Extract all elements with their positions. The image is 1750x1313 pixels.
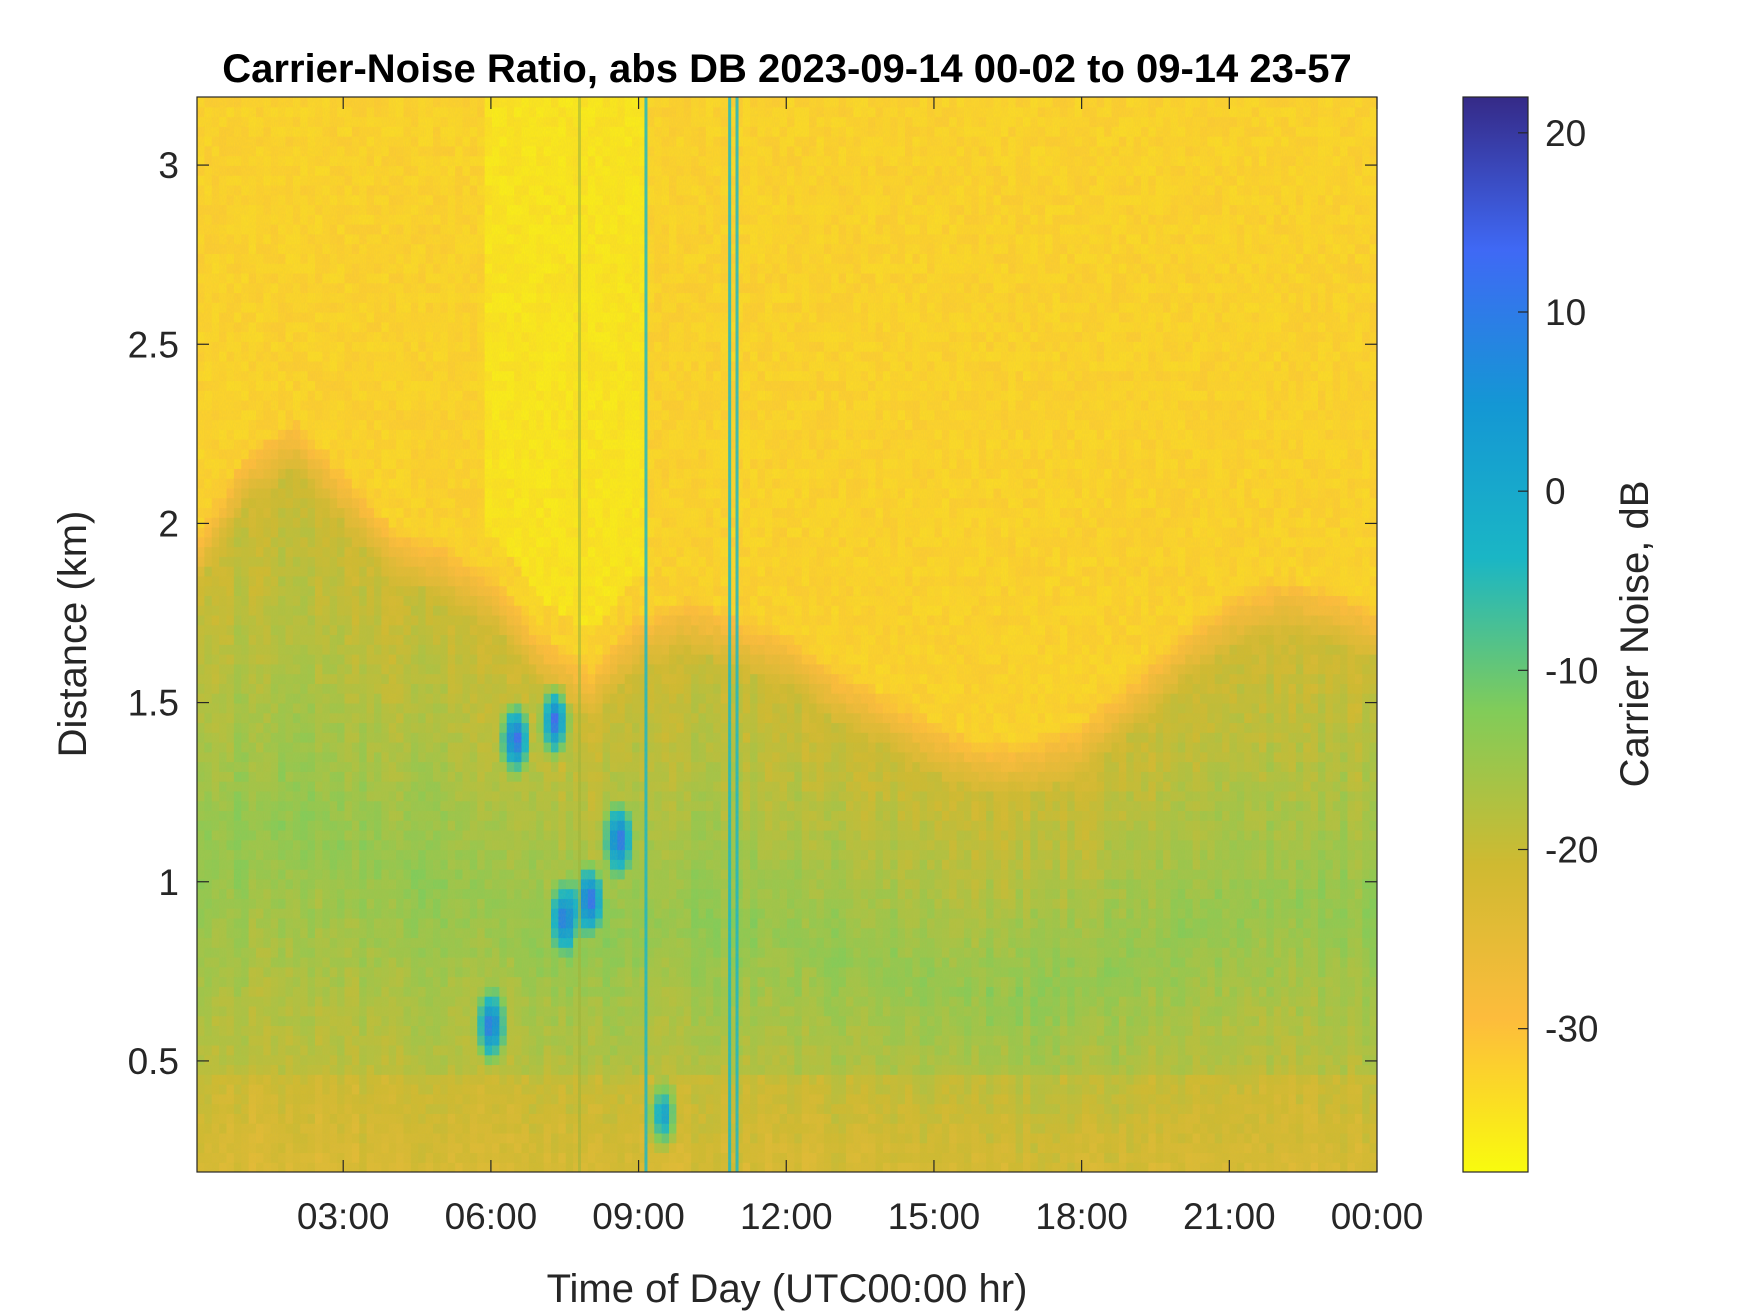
heatmap-plot-area: 03:00 06:00 09:00 12:00 15:00 18:00 21:00 00:00… xyxy=(128,96,1423,1237)
